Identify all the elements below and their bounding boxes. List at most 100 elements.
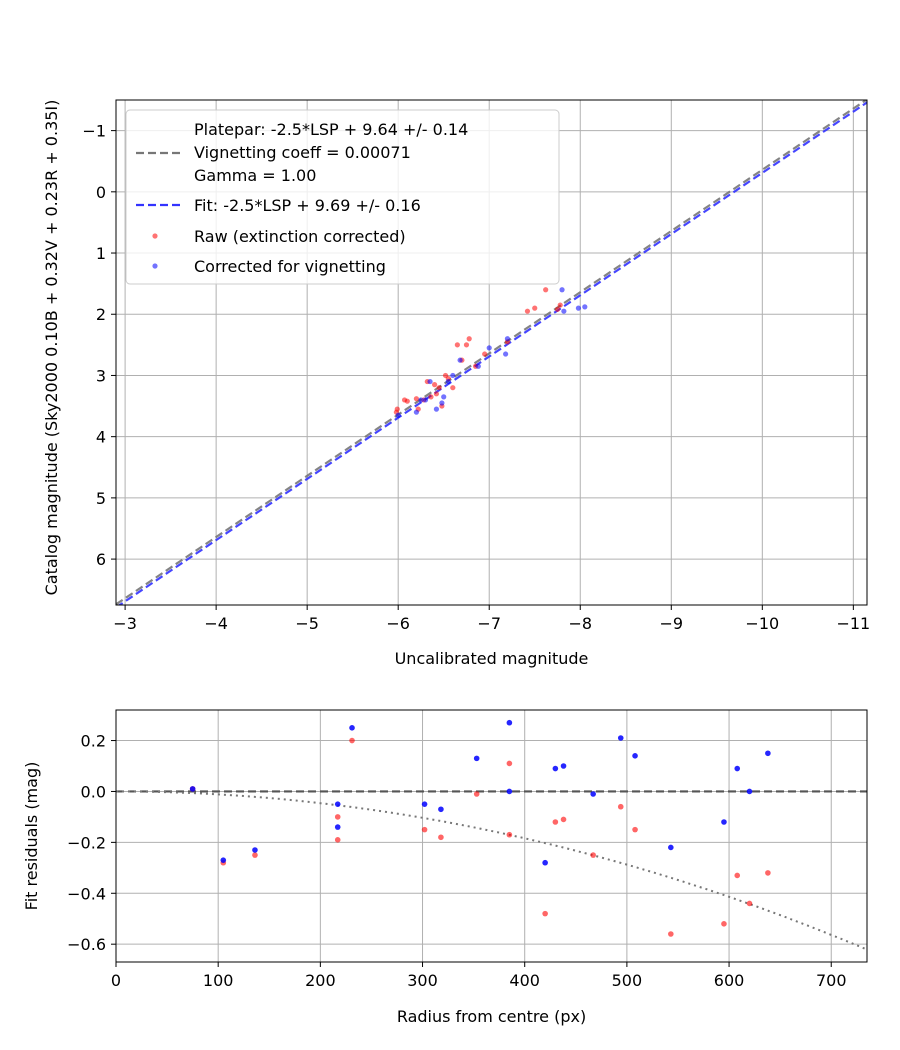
bottom-plot: 0 100 200 300 400 500 600 700 0.2 0.0 −0.2 −0.4 −0.6… xyxy=(22,709,868,1026)
raw-point xyxy=(524,308,531,314)
raw-residual-point xyxy=(721,921,727,927)
raw-series xyxy=(393,287,563,415)
raw-point xyxy=(404,398,410,404)
corrected-residual-point xyxy=(506,788,513,795)
legend-box xyxy=(125,109,560,285)
raw-point xyxy=(436,385,442,391)
raw-residual-point xyxy=(746,900,753,907)
corrected-residual-point xyxy=(734,765,741,772)
top-x-tick-label: −8 xyxy=(568,614,592,633)
raw-residual-point xyxy=(438,834,444,841)
raw-point xyxy=(554,306,561,312)
raw-residual-point xyxy=(334,837,341,843)
raw-residual-point xyxy=(542,910,548,917)
corrected-point xyxy=(504,336,511,342)
legend-raw-label: Raw (extinction corrected) xyxy=(194,227,406,246)
top-x-axis-label: Uncalibrated magnitude xyxy=(395,649,589,668)
bottom-y-tick-label: 0.0 xyxy=(81,782,106,801)
bottom-y-axis-label: Fit residuals (mag) xyxy=(22,762,41,911)
legend-corrected-label: Corrected for vignetting xyxy=(194,257,386,276)
corrected-residual-point xyxy=(252,847,258,853)
bottom-x-tick-label: 200 xyxy=(305,971,336,990)
top-x-tick-label: −5 xyxy=(295,614,319,633)
raw-residual-point xyxy=(668,931,674,937)
raw-point xyxy=(543,287,549,293)
corrected-residual-point xyxy=(632,753,638,759)
corrected-point xyxy=(422,397,429,403)
platepar-line xyxy=(116,100,867,605)
corrected-point xyxy=(441,394,447,400)
top-y-tick-label: 6 xyxy=(96,550,106,569)
corrected-residual-point xyxy=(506,719,513,726)
raw-residual-point xyxy=(506,760,513,767)
fit-line xyxy=(117,101,867,605)
top-x-tick-label: −7 xyxy=(477,614,501,633)
corrected-residual-point xyxy=(334,801,341,807)
raw-point xyxy=(432,382,438,388)
raw-residual-point xyxy=(506,831,513,838)
bottom-x-tick-label: 700 xyxy=(816,971,847,990)
raw-point xyxy=(433,391,440,397)
bottom-x-tick-label: 500 xyxy=(612,971,643,990)
corrected-point xyxy=(413,409,419,415)
corrected-point xyxy=(445,378,451,385)
raw-residual-point xyxy=(765,870,771,876)
top-y-axis-label: Catalog magnitude (Sky2000 0.10B + 0.32V… xyxy=(42,100,61,596)
raw-point xyxy=(532,305,538,311)
raw-residual-point xyxy=(334,814,341,820)
bottom-axes-frame xyxy=(115,709,868,963)
bottom-y-tick-label: 0.2 xyxy=(81,732,106,751)
corrected-residual-point xyxy=(590,791,596,797)
corrected-point xyxy=(503,351,509,357)
corrected-point xyxy=(475,363,481,369)
corrected-residual-point xyxy=(765,750,771,757)
raw-point xyxy=(450,385,456,391)
corrected-point xyxy=(418,397,424,403)
corrected-residual-point xyxy=(220,857,227,863)
bottom-y-tick-label: −0.2 xyxy=(67,833,106,852)
top-y-tick-label: 3 xyxy=(96,366,106,385)
raw-residual-point xyxy=(421,826,428,833)
raw-point xyxy=(482,351,488,357)
corrected-point xyxy=(561,308,567,314)
corrected-residual-point xyxy=(668,844,674,851)
bottom-lines xyxy=(116,790,867,951)
corrected-residual-point xyxy=(746,788,753,795)
bottom-x-tick-label: 0 xyxy=(111,971,121,990)
bottom-y-tick-label: −0.4 xyxy=(67,884,106,903)
raw-point xyxy=(463,342,470,348)
bottom-x-tick-label: 300 xyxy=(407,971,438,990)
raw-residual-point xyxy=(734,872,741,879)
corrected-point xyxy=(395,412,401,418)
corrected-point xyxy=(457,357,463,363)
bottom-x-tick-label: 400 xyxy=(509,971,540,990)
corrected-point xyxy=(486,345,492,351)
top-y-tick-label: 2 xyxy=(96,305,106,324)
legend-platepar-label: Platepar: -2.5*LSP + 9.64 +/- 0.14 xyxy=(194,120,468,139)
top-x-tick-label: −9 xyxy=(659,614,683,633)
raw-residual-point xyxy=(349,737,355,744)
legend-gamma-label: Gamma = 1.00 xyxy=(194,166,316,185)
raw-point xyxy=(454,342,460,348)
raw-residual-point xyxy=(617,803,624,810)
top-x-tick-label: −11 xyxy=(836,614,870,633)
raw-point xyxy=(394,406,400,412)
raw-residual-point xyxy=(632,826,638,833)
corrected-point xyxy=(433,406,440,412)
corrected-residual-point xyxy=(189,786,196,792)
top-lines xyxy=(116,100,867,605)
vignetting-curve xyxy=(116,790,867,951)
bottom-x-tick-label: 600 xyxy=(714,971,745,990)
raw-residual-series xyxy=(189,737,771,937)
legend-fit-label: Fit: -2.5*LSP + 9.69 +/- 0.16 xyxy=(194,196,421,215)
corrected-residual-series xyxy=(189,719,771,866)
raw-point xyxy=(557,302,563,308)
raw-residual-point xyxy=(252,852,258,858)
top-y-tick-label: 4 xyxy=(96,428,106,447)
top-legend: Platepar: -2.5*LSP + 9.64 +/- 0.14 Vignet… xyxy=(125,109,560,285)
raw-point xyxy=(428,394,434,400)
raw-point xyxy=(466,336,472,342)
corrected-point xyxy=(582,304,588,310)
